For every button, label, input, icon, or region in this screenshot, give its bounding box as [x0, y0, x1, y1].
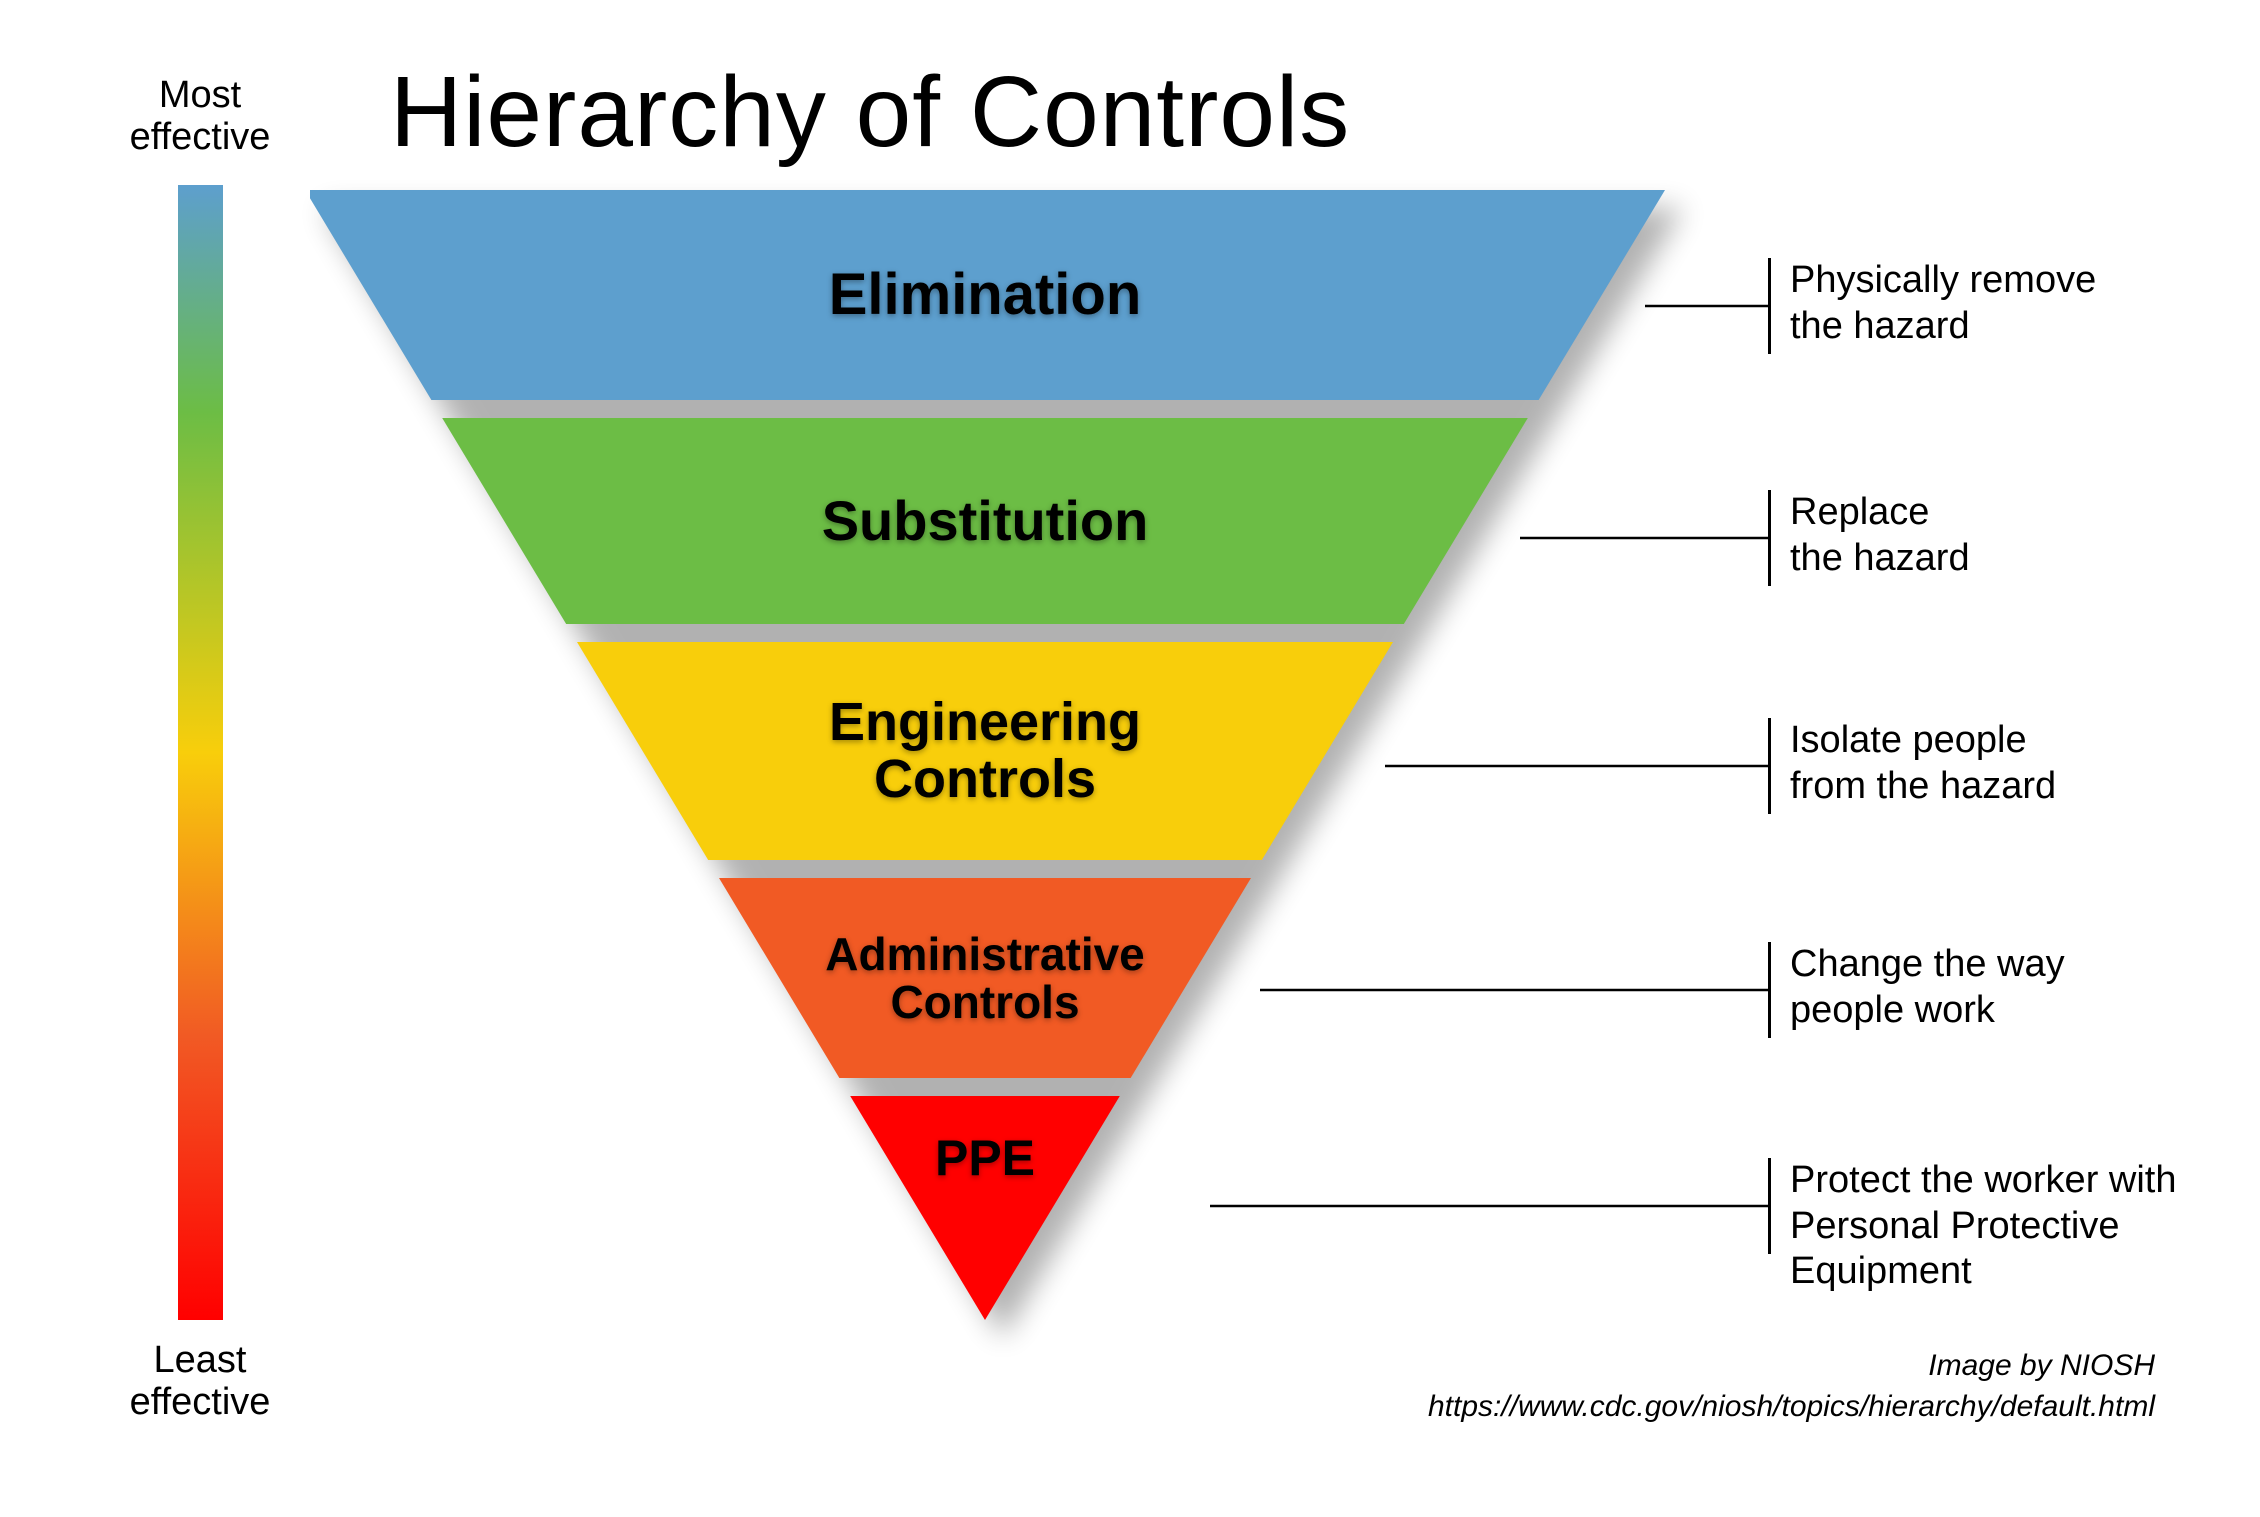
callout-3: Change the waypeople work — [1790, 942, 2065, 1033]
scale-label-bottom: Least effective — [115, 1340, 285, 1424]
callout-divider — [1768, 718, 1771, 814]
segment-label-0: Elimination — [310, 265, 1660, 326]
callout-line2: the hazard — [1790, 304, 2096, 350]
credit-line1: Image by NIOSH — [1928, 1349, 2155, 1382]
hierarchy-pyramid: Elimination Substitution EngineeringContro… — [310, 190, 1710, 1340]
scale-bottom-line2: effective — [130, 1381, 271, 1423]
scale-top-line1: Most — [159, 74, 241, 116]
callout-line2: Personal Protective Equipment — [1790, 1204, 2260, 1295]
callout-line2: people work — [1790, 988, 2065, 1034]
page-title: Hierarchy of Controls — [390, 55, 1350, 170]
scale-bottom-line1: Least — [154, 1339, 247, 1381]
callout-4: Protect the worker withPersonal Protecti… — [1790, 1158, 2260, 1295]
callout-line2: the hazard — [1790, 536, 1970, 582]
credit-line2: https://www.cdc.gov/niosh/topics/hierarc… — [1428, 1390, 2155, 1423]
segment-label-1: Substitution — [310, 492, 1660, 551]
callout-divider — [1768, 1158, 1771, 1254]
callout-divider — [1768, 942, 1771, 1038]
callout-2: Isolate peoplefrom the hazard — [1790, 718, 2056, 809]
callout-divider — [1768, 490, 1771, 586]
segment-label-3: AdministrativeControls — [310, 930, 1660, 1027]
image-credit: Image by NIOSH https://www.cdc.gov/niosh… — [1428, 1346, 2155, 1427]
callout-line1: Replace — [1790, 490, 1970, 536]
scale-label-top: Most effective — [115, 75, 285, 159]
callout-0: Physically removethe hazard — [1790, 258, 2096, 349]
callout-line2: from the hazard — [1790, 764, 2056, 810]
effectiveness-gradient-bar — [178, 185, 223, 1320]
callout-line1: Protect the worker with — [1790, 1158, 2260, 1204]
callout-divider — [1768, 258, 1771, 354]
callout-1: Replacethe hazard — [1790, 490, 1970, 581]
scale-top-line2: effective — [130, 116, 271, 158]
callout-line1: Isolate people — [1790, 718, 2056, 764]
segment-label-4: PPE — [310, 1132, 1660, 1185]
callout-line1: Physically remove — [1790, 258, 2096, 304]
segment-label-2: EngineeringControls — [310, 694, 1660, 807]
callout-line1: Change the way — [1790, 942, 2065, 988]
